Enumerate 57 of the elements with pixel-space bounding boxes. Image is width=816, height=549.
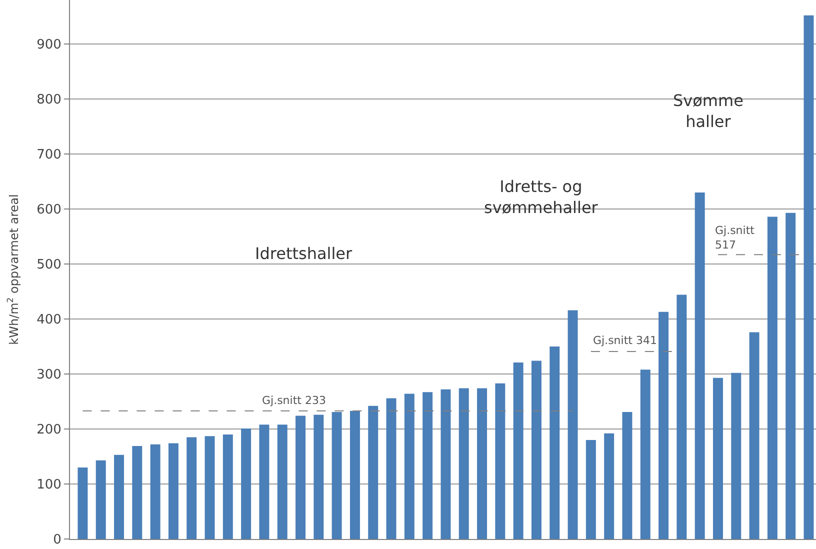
bar (622, 412, 632, 539)
bar (314, 414, 324, 539)
bar (114, 454, 124, 539)
bar (332, 412, 342, 539)
bar (531, 360, 542, 539)
bar (550, 346, 560, 539)
bar (604, 433, 614, 539)
annotation: Svømme haller (673, 91, 744, 131)
bar (640, 370, 650, 539)
bar (440, 389, 451, 539)
bar (694, 192, 705, 539)
bar (422, 392, 433, 539)
bar (204, 436, 215, 539)
y-tick-label: 400 (36, 312, 62, 328)
bar (277, 424, 288, 539)
bar (804, 15, 814, 539)
series-label: Gj.snitt 517 (715, 224, 756, 252)
bar (241, 428, 252, 539)
series-label: Gj.snitt 341 (593, 334, 657, 347)
bar (368, 406, 378, 539)
bar (658, 312, 669, 539)
annotation: Idretts- og svømmehaller (484, 177, 598, 217)
y-tick-label: 800 (36, 92, 62, 108)
bar (78, 468, 88, 539)
bar (731, 372, 742, 539)
y-tick-label: 0 (53, 532, 62, 548)
y-tick-label: 200 (36, 422, 62, 438)
bar (168, 443, 178, 539)
y-tick-label: 700 (36, 148, 62, 163)
bar (477, 388, 488, 539)
bar (386, 398, 396, 539)
bar (712, 378, 723, 539)
bar (495, 383, 506, 539)
y-tick-label: 900 (36, 38, 62, 53)
bar (676, 294, 687, 539)
bar (513, 362, 524, 539)
bar (150, 444, 160, 539)
bar (186, 437, 197, 539)
bar (259, 424, 270, 539)
bar (786, 212, 796, 539)
series-label: Gj.snitt 233 (262, 394, 326, 407)
bar (296, 416, 306, 539)
annotation: Idrettshaller (255, 244, 353, 263)
bar (767, 216, 778, 539)
bar (350, 410, 360, 539)
bar (749, 332, 760, 539)
bar (222, 434, 233, 539)
bar (132, 446, 142, 539)
bar (404, 394, 414, 539)
bar (458, 388, 469, 539)
bar (96, 460, 106, 539)
y-tick-label: 600 (36, 202, 62, 218)
y-tick-label: 500 (36, 258, 62, 273)
y-tick-label: 300 (36, 368, 62, 383)
bar (568, 310, 578, 539)
y-tick-label: 100 (36, 478, 62, 493)
bar (586, 440, 596, 539)
